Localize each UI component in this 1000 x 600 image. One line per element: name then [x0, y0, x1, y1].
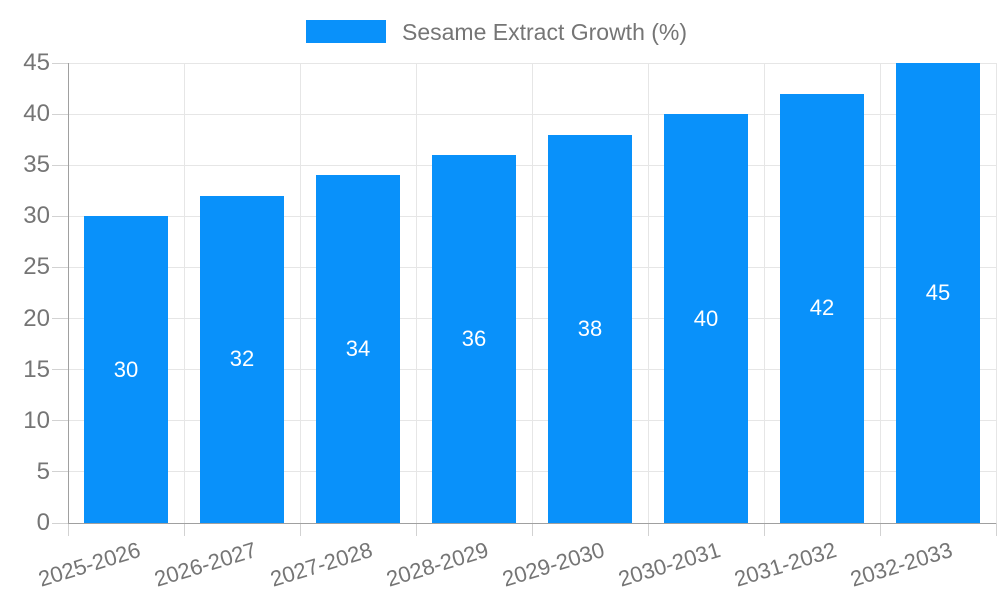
bar[interactable] — [664, 114, 748, 523]
v-gridline — [299, 63, 301, 523]
y-axis-tick — [52, 522, 68, 524]
bar-value-label: 36 — [461, 326, 487, 351]
y-axis-tick — [52, 471, 68, 473]
y-axis-label: 25 — [23, 253, 50, 281]
y-axis-label: 5 — [36, 457, 50, 485]
x-axis-tick — [995, 523, 997, 536]
bar[interactable] — [548, 134, 632, 523]
y-axis-tick — [52, 420, 68, 422]
x-axis-tick — [183, 523, 185, 536]
y-axis-label: 35 — [23, 151, 50, 179]
x-axis-tick — [67, 523, 69, 536]
v-gridline — [531, 63, 533, 523]
legend-label: Sesame Extract Growth (%) — [402, 19, 688, 45]
bar-value-label: 30 — [113, 356, 139, 382]
bar[interactable] — [200, 195, 284, 523]
y-axis-tick — [52, 266, 68, 268]
x-axis-line — [68, 523, 996, 524]
bar-value-label: 34 — [345, 336, 371, 362]
y-axis-label: 40 — [23, 100, 50, 128]
legend-swatch — [306, 20, 386, 43]
bar-value-label: 38 — [577, 315, 603, 341]
v-gridline — [879, 63, 881, 523]
bar[interactable] — [780, 93, 864, 523]
bar-value-label: 45 — [925, 280, 951, 305]
y-axis-tick — [52, 62, 68, 64]
bar-value-label: 32 — [229, 346, 255, 372]
bar[interactable] — [316, 175, 400, 523]
x-axis-tick — [879, 523, 881, 536]
y-axis-tick — [52, 164, 68, 166]
y-axis-label: 0 — [36, 509, 50, 536]
x-axis-tick — [299, 523, 301, 536]
v-gridline — [183, 63, 185, 523]
y-axis-label: 45 — [23, 49, 50, 76]
y-axis-tick — [52, 318, 68, 320]
y-axis-line — [68, 63, 69, 523]
x-axis-tick — [531, 523, 533, 536]
v-gridline — [763, 63, 765, 523]
x-axis-tick — [647, 523, 649, 536]
x-axis-tick — [415, 523, 417, 536]
bar[interactable] — [84, 216, 168, 523]
bar-value-label: 40 — [693, 305, 719, 331]
x-axis-tick — [763, 523, 765, 536]
y-axis-tick — [52, 215, 68, 217]
y-axis-label: 15 — [23, 355, 50, 383]
bar[interactable] — [896, 63, 980, 523]
v-gridline — [647, 63, 649, 523]
bar-value-label: 42 — [809, 295, 835, 321]
y-axis-tick — [52, 369, 68, 371]
y-axis-label: 30 — [23, 202, 50, 230]
v-gridline — [415, 63, 417, 523]
y-axis-tick — [52, 113, 68, 115]
y-axis-label: 20 — [23, 304, 50, 332]
bar[interactable] — [432, 155, 516, 523]
v-gridline — [995, 63, 997, 523]
y-axis-label: 10 — [23, 406, 50, 434]
